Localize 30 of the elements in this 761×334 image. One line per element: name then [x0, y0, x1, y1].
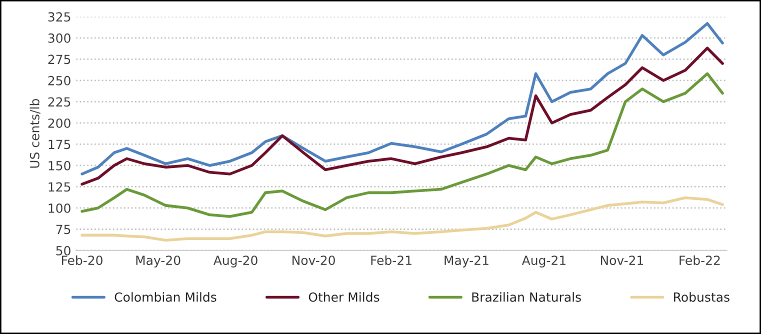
legend-label: Other Milds — [308, 292, 380, 302]
y-tick-label: 100 — [48, 203, 70, 213]
y-tick-label: 300 — [48, 33, 70, 43]
x-tick-label: Nov-20 — [292, 256, 335, 266]
y-axis-title: US cents/lb — [30, 98, 40, 168]
legend-label: Robustas — [674, 292, 730, 302]
x-tick-label: Nov-21 — [600, 256, 644, 266]
x-tick-label: Feb-21 — [371, 255, 412, 266]
x-tick-label: Feb-20 — [62, 255, 102, 266]
y-tick-label: 75 — [56, 224, 70, 234]
line-series — [80, 72, 724, 218]
line-series — [80, 196, 724, 242]
x-tick-label: Aug-20 — [213, 256, 258, 268]
y-tick-label: 150 — [48, 160, 70, 170]
y-tick-label: 125 — [48, 182, 70, 192]
line-series — [80, 22, 724, 176]
y-tick-label: 325 — [48, 12, 70, 22]
line-series — [80, 46, 724, 186]
x-tick-label: May-20 — [136, 256, 180, 268]
y-tick-label: 225 — [48, 97, 70, 107]
y-tick-label: 200 — [48, 118, 70, 128]
x-tick-label: Feb-22 — [680, 255, 720, 266]
y-tick-label: 175 — [48, 140, 70, 150]
y-tick-label: 50 — [56, 246, 70, 256]
y-tick-label: 275 — [48, 54, 70, 64]
x-tick-label: May-21 — [444, 256, 488, 268]
legend-label: Brazilian Naturals — [472, 292, 581, 302]
y-tick-label: 250 — [48, 76, 70, 86]
x-tick-label: Aug-21 — [522, 256, 566, 268]
legend-label: Colombian Milds — [114, 292, 216, 302]
